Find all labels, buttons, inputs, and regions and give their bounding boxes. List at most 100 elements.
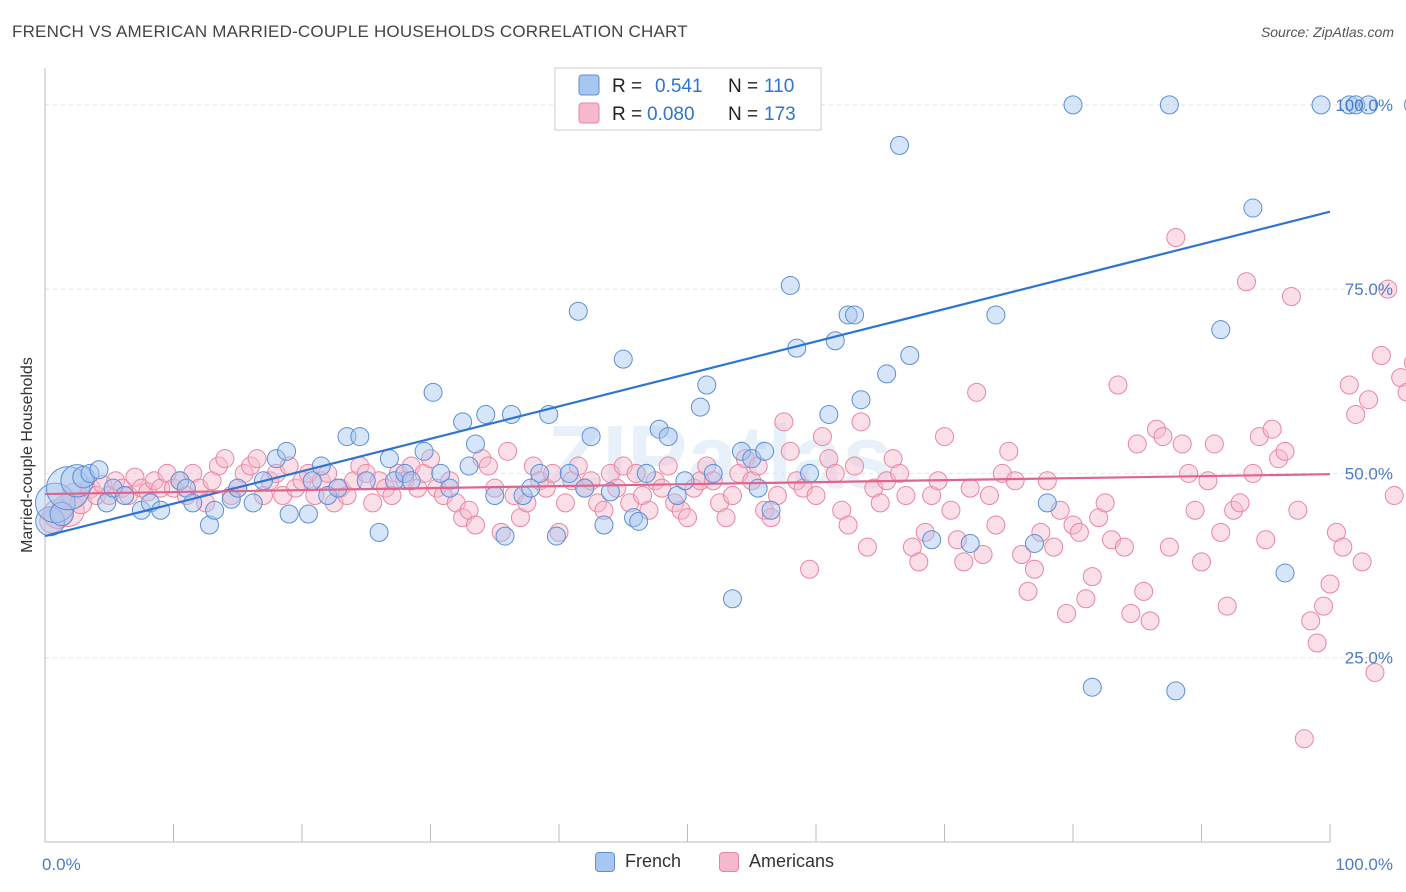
data-point-americans [1217, 596, 1237, 616]
data-point-americans [941, 500, 961, 520]
data-point-americans [1320, 574, 1340, 594]
legend-r-label-americans: R = [612, 104, 642, 125]
bottom-legend-label-french: French [625, 851, 682, 871]
trend-line-french [44, 210, 1331, 538]
data-point-americans [478, 456, 498, 476]
data-point-french [922, 530, 942, 550]
grid-lines [45, 104, 1390, 659]
data-point-french [890, 135, 910, 155]
legend-swatch-americans [578, 102, 600, 124]
data-point-americans [208, 456, 228, 476]
data-point-french [431, 463, 451, 483]
data-point-americans [678, 508, 697, 528]
data-point-americans [1269, 449, 1289, 469]
legend-r-value-americans: 0.080 [647, 104, 695, 125]
data-point-americans [1005, 471, 1025, 491]
data-point-french [170, 471, 190, 491]
data-point-americans [1281, 287, 1301, 307]
data-point-french [495, 526, 515, 546]
data-point-french [986, 305, 1006, 325]
data-point-french [722, 589, 742, 609]
data-point-french [1243, 198, 1263, 218]
data-point-french [877, 364, 897, 384]
data-point-americans [1166, 228, 1186, 248]
data-point-french [697, 375, 717, 395]
data-point-french [624, 508, 644, 528]
data-point-americans [1108, 375, 1128, 395]
data-point-french [356, 471, 376, 491]
data-point-americans [1031, 522, 1051, 542]
data-point-americans [1365, 662, 1385, 682]
y-tick-label: 100.0% [1335, 96, 1393, 115]
data-point-americans [1044, 537, 1064, 557]
data-point-americans [1275, 441, 1295, 461]
data-point-americans [755, 500, 775, 520]
data-point-americans [986, 515, 1006, 535]
y-tick-label: 50.0% [1345, 464, 1393, 483]
data-point-americans [1397, 382, 1406, 402]
data-point-americans [1024, 559, 1044, 579]
data-point-french [151, 500, 171, 520]
y-tick-label: 75.0% [1345, 280, 1393, 299]
data-point-americans [363, 493, 383, 513]
data-point-americans [1159, 537, 1179, 557]
series-french [34, 95, 1406, 701]
data-point-americans [1121, 603, 1141, 623]
data-point-french [1037, 493, 1057, 513]
data-point-americans [1346, 404, 1366, 424]
data-point-french [845, 305, 865, 325]
data-point-french [423, 382, 443, 402]
bottom-legend-french: French [595, 851, 681, 872]
data-point-americans [780, 441, 800, 461]
data-point-americans [1352, 552, 1372, 572]
data-point-americans [1333, 537, 1353, 557]
data-point-french [369, 522, 389, 542]
data-point-french [205, 500, 225, 520]
data-point-french [350, 427, 370, 447]
data-point-americans [1037, 471, 1057, 491]
data-point-french [379, 449, 399, 469]
data-point-french [703, 463, 723, 483]
x-tick-label: 100.0% [1335, 855, 1393, 874]
data-point-americans [1012, 545, 1032, 565]
data-point-americans [1294, 729, 1314, 749]
data-point-french [279, 504, 299, 524]
data-point-french [115, 486, 135, 506]
data-point-americans [1236, 272, 1256, 292]
data-point-americans [1301, 611, 1321, 631]
data-point-french [1339, 95, 1359, 115]
data-point-french [851, 390, 871, 410]
data-point-french [780, 275, 800, 295]
legend-n-value-americans: 173 [764, 104, 796, 125]
data-point-americans [1211, 522, 1231, 542]
data-point-americans [247, 449, 267, 469]
data-point-french [485, 486, 505, 506]
data-point-americans [812, 427, 832, 447]
data-point-americans [421, 449, 440, 469]
data-point-americans [1384, 486, 1404, 506]
data-point-americans [703, 471, 723, 491]
data-point-french [900, 345, 920, 365]
data-point-americans [1371, 345, 1391, 365]
legend-n-label-french: N = [728, 76, 758, 97]
x-tick-label: 0.0% [42, 855, 81, 874]
data-point-french [476, 404, 496, 424]
data-point-french [819, 404, 839, 424]
data-point-americans [1069, 522, 1089, 542]
data-point-french [838, 305, 858, 325]
data-point-french [581, 427, 601, 447]
data-point-americans [1230, 493, 1250, 513]
data-point-americans [1288, 500, 1308, 520]
data-point-french [395, 463, 415, 483]
data-point-americans [658, 456, 678, 476]
data-point-americans [851, 412, 871, 432]
data-point-americans [1224, 500, 1244, 520]
data-point-french [667, 486, 687, 506]
data-point-americans [947, 530, 967, 550]
data-point-french [530, 463, 550, 483]
data-point-americans [1082, 567, 1102, 587]
data-point-french [46, 466, 91, 511]
data-point-americans [382, 486, 402, 506]
data-point-americans [1076, 589, 1096, 609]
